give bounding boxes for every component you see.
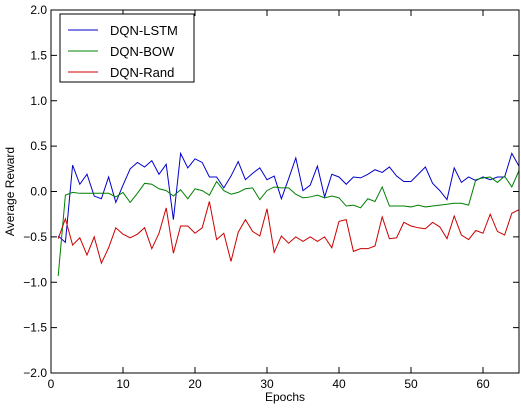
x-tick-label: 40 <box>332 377 346 391</box>
x-tick-label: 50 <box>404 377 418 391</box>
y-tick-label: 1.5 <box>30 48 47 62</box>
plot-frame <box>50 9 520 374</box>
series-line-dqn-bow <box>57 170 520 276</box>
x-tick-label: 20 <box>188 377 202 391</box>
x-tick-label: 10 <box>116 377 130 391</box>
x-tick-label: 30 <box>260 377 274 391</box>
y-tick-label: 0.0 <box>30 185 47 199</box>
series-layer <box>57 151 520 276</box>
legend-label-dqn-rand: DQN-Rand <box>110 65 174 80</box>
y-tick-label: −1.5 <box>23 321 47 335</box>
y-tick-label: 1.0 <box>30 94 47 108</box>
y-tick-label: −0.5 <box>23 230 47 244</box>
legend-box <box>59 13 195 83</box>
y-axis-title: Average Reward <box>3 147 17 236</box>
legend: DQN-LSTM DQN-BOW DQN-Rand <box>59 13 195 83</box>
y-tick-label: 0.5 <box>30 139 47 153</box>
legend-label-dqn-bow: DQN-BOW <box>110 44 175 59</box>
y-tick-label: −1.0 <box>23 275 47 289</box>
x-tick-label: 0 <box>48 377 55 391</box>
series-line-dqn-rand <box>57 201 520 265</box>
series-line-dqn-lstm <box>57 151 520 244</box>
x-axis-title: Epochs <box>265 390 305 404</box>
legend-label-dqn-lstm: DQN-LSTM <box>110 23 178 38</box>
tick-layer: 0 10 20 30 40 50 60 −2.0 −1.5 −1.0 −0.5 0.0 0.5 1.0 1.… <box>23 3 519 391</box>
y-tick-label: 2.0 <box>30 3 47 17</box>
y-tick-label: −2.0 <box>23 366 47 380</box>
x-tick-label: 60 <box>476 377 490 391</box>
